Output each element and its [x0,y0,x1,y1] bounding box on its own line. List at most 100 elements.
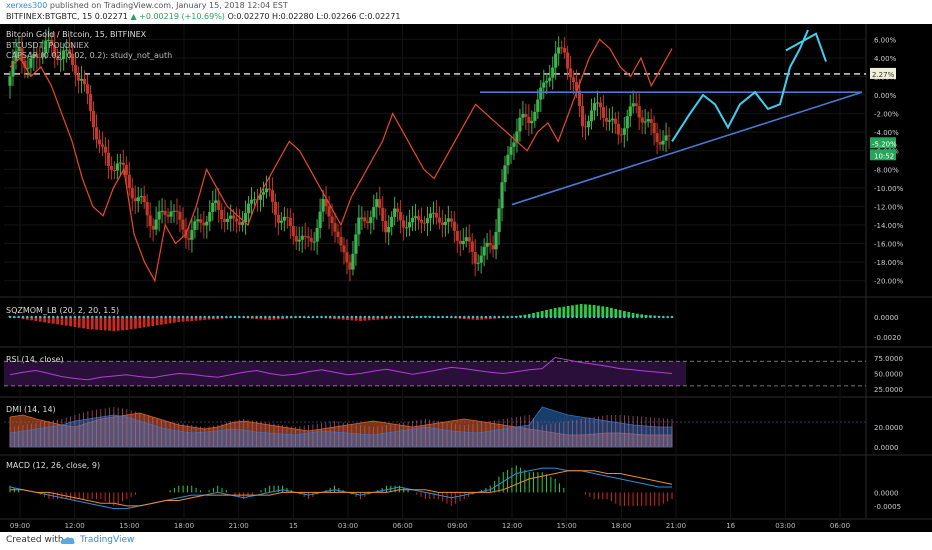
candle-body [366,221,370,224]
candle-body [497,208,501,233]
candle-body [351,253,355,270]
candle-body [142,195,146,203]
price-label-change: -5.20% [872,140,897,148]
momentum-bar [125,317,129,330]
candle-body [619,134,623,136]
candle-body [330,216,334,224]
squeeze-dot [584,315,587,319]
chart-canvas[interactable]: 09:00 12:00 15:00 18:00 21:00 15 03:00 06:00 09:… [0,24,932,532]
squeeze-dot [610,315,613,319]
candle-body [604,117,608,122]
squeeze-dot [78,315,81,319]
candle-body [8,76,12,86]
y-tick-label: -14.00% [874,222,904,230]
candle-body [455,230,459,241]
squeeze-dot [510,315,514,319]
candle-body [458,240,462,244]
candle-body [94,127,99,140]
candle-body [309,237,313,242]
squeeze-dot [502,315,505,319]
candle-body [345,252,349,263]
candle-body [509,146,513,155]
candle-body [178,211,182,220]
candle-body [35,53,39,57]
squeeze-dot [597,315,600,319]
candle-body [410,217,415,223]
candle-body [71,53,75,66]
squeeze-dot [545,315,548,319]
candle-body [261,192,266,195]
candle-body [622,128,626,135]
candle-body [369,217,373,224]
squeeze-dot [251,315,254,319]
squeeze-dot [21,315,25,319]
ohlc-info: BITFINEX:BTGBTC, 15 0.02271 ▲ +0.00219 (… [6,12,400,21]
squeeze-dot [259,315,263,319]
candle-body [569,68,573,78]
candle-body [312,241,316,243]
candle-body [208,211,212,222]
candle-body [32,53,36,59]
candle-body [38,56,42,58]
candle-body [583,126,588,128]
candle-body [136,197,140,202]
candle-body [324,199,328,207]
candle-body [282,216,286,221]
candle-body [133,198,137,202]
overlay-capsar: CAPSAR (0.02, 0.02, 0.2): study_not_auth [6,51,172,60]
momentum-bar [618,310,622,317]
candle-body [577,90,582,107]
squeeze-dot [653,315,656,319]
x-tick-label: 16 [726,522,735,530]
momentum-bar [545,310,548,317]
squeeze-dot [82,315,85,319]
candle-body [154,219,158,230]
candle-body [425,218,430,224]
momentum-bar [60,317,64,325]
squeeze-dot [480,315,483,319]
squeeze-dot [56,315,59,319]
squeeze-dot [463,315,466,319]
candle-body [181,219,185,230]
candle-body [390,216,394,227]
squeeze-dot [476,315,479,319]
candle-body [473,251,477,264]
momentum-bar [121,317,124,331]
x-tick-label: 12:00 [65,522,85,530]
candle-body [103,146,108,153]
candle-body [53,44,57,57]
momentum-bar [588,304,592,317]
squeeze-dot [65,315,68,319]
candle-body [285,216,289,218]
candle-body [294,236,298,242]
squeeze-dot [666,315,669,319]
candle-body [20,48,24,61]
candle-body [545,80,549,83]
candle-body [336,231,340,237]
created-with-text: Created with [6,535,64,545]
candle-body [381,207,385,221]
squeeze-dot [272,315,276,319]
candle-body [592,103,597,111]
squeeze-dot [99,315,103,319]
squeeze-dot [354,315,358,319]
squeeze-dot [199,315,202,319]
squeeze-dot [523,315,527,319]
price-label-time: 10:52 [874,152,894,160]
squeeze-dot [346,315,349,319]
candle-body [169,211,173,217]
squeeze-dot [290,315,293,319]
tradingview-brand[interactable]: TradingView [80,535,135,545]
squeeze-dot [277,315,280,319]
squeeze-dot [441,315,444,319]
squeeze-dot [389,315,392,319]
author-link[interactable]: xerxes300 [6,1,48,10]
candle-body [288,217,292,226]
momentum-bar [592,305,596,317]
dmi-title: DMI (14, 14) [6,405,56,414]
momentum-bar [597,305,600,317]
candle-body [574,82,579,91]
candle-body [258,194,263,200]
squeeze-dot [458,315,462,319]
momentum-bar [82,317,85,329]
